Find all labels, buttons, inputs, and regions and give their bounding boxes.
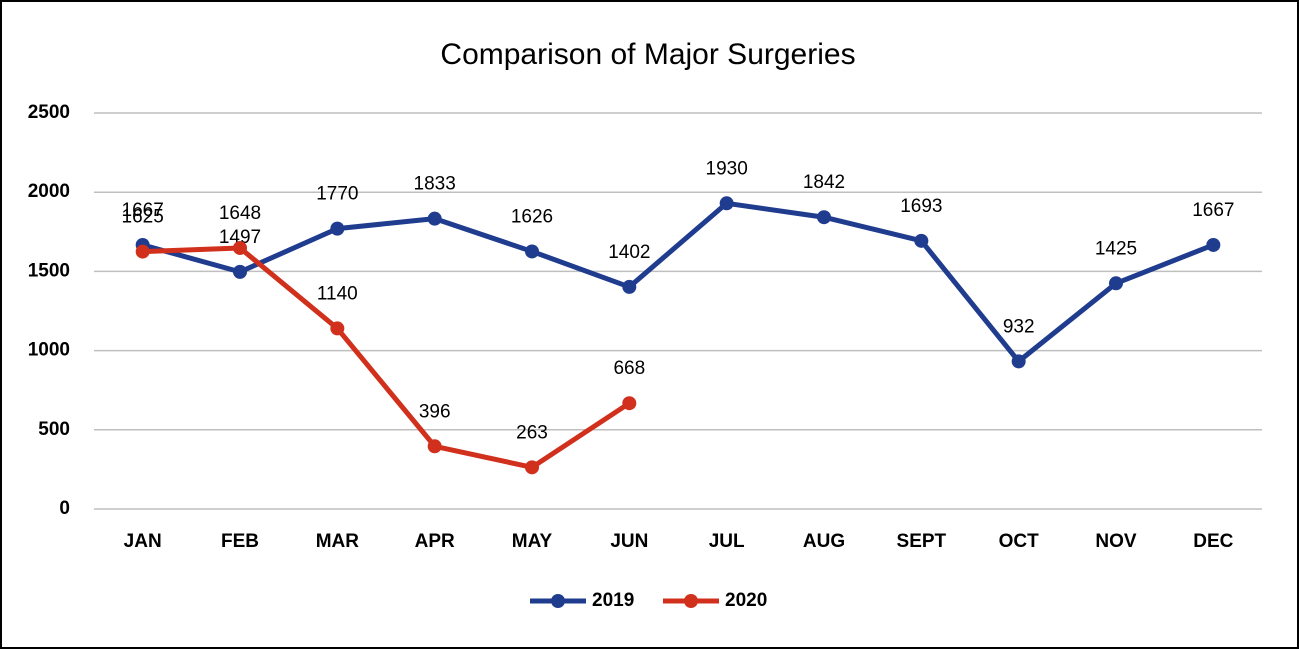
x-tick-label: DEC [1193,531,1233,552]
data-label: 932 [1003,316,1035,337]
data-label: 263 [516,422,548,443]
data-label: 1140 [317,283,358,304]
data-point [330,221,345,236]
data-point [817,210,831,225]
x-tick-label: JAN [124,531,162,552]
data-label: 1693 [900,196,942,217]
data-label: 1930 [706,158,748,179]
legend-marker [551,594,565,608]
x-tick-label: OCT [999,531,1040,552]
data-label: 1667 [122,200,164,221]
x-tick-label: NOV [1095,531,1137,552]
data-point [622,279,637,294]
data-label: 668 [613,358,645,379]
x-tick-label: AUG [803,531,845,552]
data-point [233,240,247,255]
y-tick-label: 0 [59,498,70,519]
y-tick-label: 500 [38,419,70,440]
data-point [233,264,247,279]
data-label: 1667 [1192,200,1234,221]
data-point [1109,276,1123,291]
y-tick-label: 2000 [28,181,70,202]
chart-title: Comparison of Major Surgeries [440,38,855,71]
data-label: 1833 [414,174,456,195]
y-tick-label: 1000 [28,340,70,361]
y-tick-label: 2500 [28,102,70,123]
legend-marker [684,594,698,608]
x-tick-label: MAR [316,531,360,552]
data-point [1206,237,1221,252]
legend-label: 2020 [725,590,767,611]
series-line [142,245,631,470]
x-tick-label: MAY [512,531,553,552]
data-point [135,244,150,259]
data-point [427,211,442,226]
data-label: 1842 [803,172,845,193]
x-tick-label: SEPT [897,531,947,552]
data-label: 1625 [122,207,164,228]
data-point [622,396,637,411]
data-point [914,233,929,248]
x-tick-label: APR [415,531,455,552]
data-point [330,321,345,336]
x-tick-label: JUL [709,531,745,552]
x-tick-label: JUN [610,531,648,552]
data-label: 1648 [219,203,261,224]
data-label: 1770 [316,184,358,205]
x-tick-label: FEB [221,531,259,552]
y-tick-label: 1500 [28,260,70,281]
series-line [142,200,1215,364]
data-point [1011,354,1026,369]
data-point [719,196,734,211]
data-point [525,460,539,475]
data-label: 396 [419,401,451,422]
data-point [427,439,442,454]
legend-label: 2019 [592,590,634,611]
data-label: 1425 [1095,238,1137,259]
data-point [525,244,539,259]
data-label: 1497 [219,227,261,248]
data-label: 1626 [511,206,553,227]
data-label: 1402 [608,242,650,263]
